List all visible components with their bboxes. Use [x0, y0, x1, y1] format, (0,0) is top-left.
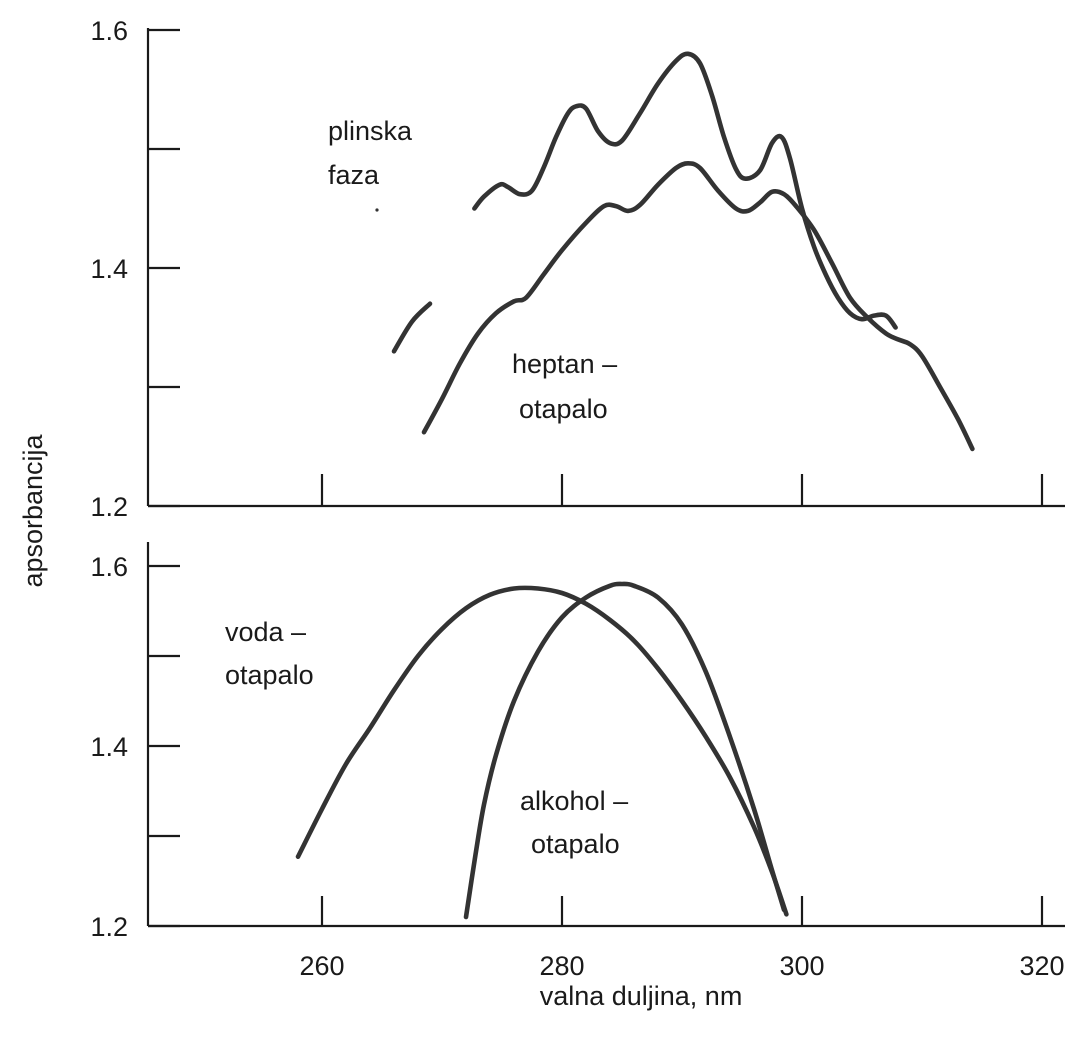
y-tick-label-bottom-2: 1.2	[90, 912, 128, 942]
y-axis-label: apsorbancija	[18, 433, 48, 587]
series-line-bottom-1-seg-0	[463, 581, 787, 920]
stray-dot	[375, 208, 379, 212]
x-tick-label-260: 260	[299, 951, 344, 981]
series-line-top-0-seg-0	[391, 301, 433, 354]
annotation-faza: faza	[328, 160, 380, 190]
series-line-bottom-0-seg-0	[295, 585, 789, 917]
tick-labels: 1.6 1.4 1.2 1.6 1.4 1.2 260 280 300 320	[90, 16, 1064, 981]
x-tick-label-280: 280	[539, 951, 584, 981]
annotation-alkohol: alkohol –	[520, 786, 628, 816]
ticks	[148, 28, 1044, 928]
annotation-heptan: heptan –	[512, 349, 617, 379]
series-line-top-0-seg-1	[472, 51, 898, 330]
y-tick-label-bottom-1: 1.4	[90, 732, 128, 762]
annotation-alkohol-otapalo: otapalo	[531, 829, 620, 859]
y-tick-label-top-base: 1.2	[90, 492, 128, 522]
annotation-voda-otapalo: otapalo	[225, 660, 314, 690]
annotations: plinska faza heptan – otapalo voda – ota…	[225, 116, 628, 859]
series-line-top-1-seg-0	[421, 161, 975, 452]
y-tick-label-top-0: 1.6	[90, 16, 128, 46]
x-axis-label: valna duljina, nm	[540, 981, 743, 1011]
x-tick-label-320: 320	[1019, 951, 1064, 981]
annotation-plinska: plinska	[328, 116, 413, 146]
y-tick-label-top-1: 1.4	[90, 254, 128, 284]
y-tick-label-bottom-0: 1.6	[90, 552, 128, 582]
curves	[295, 51, 975, 920]
annotation-voda: voda –	[225, 617, 306, 647]
x-tick-label-300: 300	[779, 951, 824, 981]
annotation-heptan-otapalo: otapalo	[519, 394, 608, 424]
